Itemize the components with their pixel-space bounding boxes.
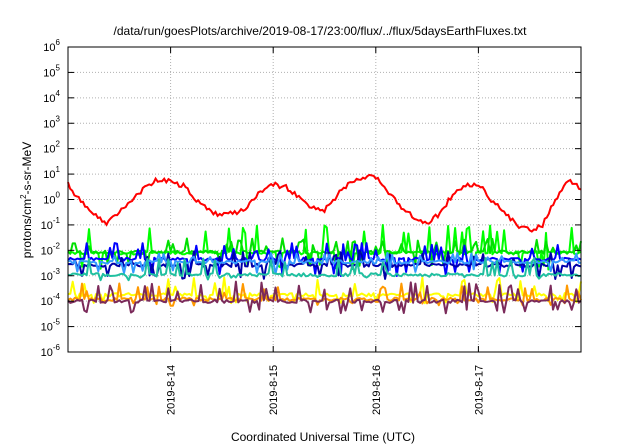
y-tick-label: 106 — [43, 38, 60, 54]
y-tick-exponent: 5 — [56, 63, 61, 72]
y-tick-base: 10 — [43, 195, 55, 207]
y-tick-base: 10 — [41, 245, 53, 257]
y-tick-exponent: -6 — [53, 343, 61, 352]
y-tick-base: 10 — [43, 118, 55, 130]
y-tick-label: 104 — [43, 89, 60, 105]
y-tick-exponent: -3 — [53, 267, 61, 276]
y-tick-label: 10-3 — [41, 267, 61, 283]
y-tick-label: 101 — [43, 165, 60, 181]
x-axis: 2019-8-14 2019-8-15 2019-8-16 2019-8-17 — [166, 47, 485, 415]
series-line — [67, 257, 582, 282]
y-tick-label: 105 — [43, 63, 60, 79]
series-line — [67, 280, 582, 315]
grid — [68, 47, 581, 352]
y-tick-exponent: 6 — [56, 38, 61, 47]
x-tick-label: 2019-8-15 — [268, 365, 280, 415]
chart-title: /data/run/goesPlots/archive/2019-08-17/2… — [114, 24, 528, 38]
y-tick-base: 10 — [41, 322, 53, 334]
y-tick-exponent: 0 — [56, 191, 61, 200]
y-tick-exponent: 1 — [56, 165, 61, 174]
y-tick-base: 10 — [43, 144, 55, 156]
series-line — [67, 237, 582, 267]
y-tick-base: 10 — [41, 271, 53, 283]
y-tick-base: 10 — [41, 220, 53, 232]
y-tick-base: 10 — [43, 93, 55, 105]
x-tick-label: 2019-8-14 — [166, 365, 178, 415]
y-tick-exponent: -2 — [53, 241, 61, 250]
y-tick-label: 100 — [43, 191, 60, 207]
y-tick-exponent: 2 — [56, 140, 61, 149]
y-tick-exponent: 4 — [56, 89, 61, 98]
x-axis-label: Coordinated Universal Time (UTC) — [231, 430, 415, 444]
y-tick-base: 10 — [43, 169, 55, 181]
series-line — [67, 251, 582, 275]
y-tick-base: 10 — [43, 42, 55, 54]
y-tick-base: 10 — [41, 347, 53, 359]
y-tick-label: 103 — [43, 114, 60, 130]
series-line — [67, 224, 582, 271]
y-tick-label: 10-1 — [41, 216, 61, 232]
y-tick-exponent: -1 — [53, 216, 61, 225]
y-tick-base: 10 — [43, 67, 55, 79]
y-tick-exponent: 3 — [56, 114, 61, 123]
y-tick-exponent: -5 — [53, 318, 61, 327]
series-layer — [67, 173, 582, 315]
y-tick-label: 10-5 — [41, 318, 61, 334]
y-axis: 10-610-510-410-310-210-11001011021031041… — [41, 38, 581, 359]
y-tick-exponent: -4 — [53, 292, 61, 301]
x-tick-label: 2019-8-16 — [371, 365, 383, 415]
y-axis-label-rest: -s-sr-MeV — [20, 142, 34, 195]
series-line — [67, 242, 582, 277]
x-tick-label: 2019-8-17 — [473, 365, 485, 415]
series-line — [67, 173, 582, 233]
y-tick-base: 10 — [41, 296, 53, 308]
y-axis-label: protons/cm2-s-sr-MeV — [19, 142, 34, 258]
y-tick-label: 10-2 — [41, 241, 61, 257]
y-axis-label-main: protons/cm — [20, 199, 34, 258]
y-tick-label: 10-4 — [41, 292, 61, 308]
plot-frame — [67, 46, 582, 353]
y-axis-label-sup: 2 — [19, 194, 28, 199]
y-tick-label: 102 — [43, 140, 60, 156]
y-tick-label: 10-6 — [41, 343, 61, 359]
